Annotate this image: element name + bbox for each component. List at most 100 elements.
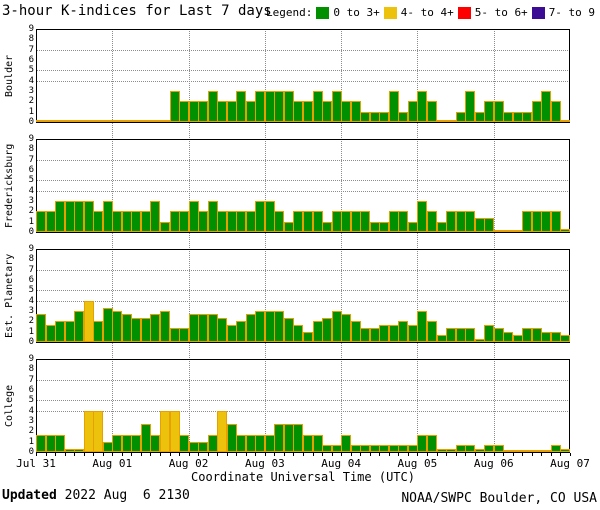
x-tick bbox=[503, 453, 505, 456]
k-index-bar bbox=[493, 101, 504, 122]
k-index-bar bbox=[36, 120, 47, 122]
k-index-bar bbox=[331, 211, 342, 232]
legend-item-label: 5- to 6+ bbox=[474, 6, 528, 19]
k-index-bar bbox=[283, 222, 294, 232]
y-tick-label: 2 bbox=[28, 316, 34, 327]
k-index-bar bbox=[45, 120, 56, 122]
k-index-bar bbox=[493, 445, 504, 452]
k-index-bar bbox=[140, 318, 151, 342]
threshold-gridline bbox=[36, 49, 570, 51]
k-index-bar bbox=[207, 314, 218, 342]
k-index-bar bbox=[255, 201, 266, 232]
k-index-bar bbox=[388, 91, 399, 122]
k-index-bar bbox=[112, 211, 123, 232]
k-index-bar bbox=[560, 335, 571, 342]
k-index-bar bbox=[102, 201, 113, 232]
threshold-gridline bbox=[36, 290, 570, 292]
k-index-bar bbox=[436, 222, 447, 232]
y-tick-label: 1 bbox=[28, 436, 34, 447]
k-index-bar bbox=[503, 230, 514, 232]
k-index-bar bbox=[331, 445, 342, 452]
k-index-bar bbox=[169, 328, 180, 342]
x-tick bbox=[341, 453, 343, 456]
k-index-bar bbox=[245, 101, 256, 122]
x-tick bbox=[55, 453, 57, 456]
k-index-bar bbox=[226, 325, 237, 342]
x-tick bbox=[74, 453, 76, 456]
k-index-bar bbox=[140, 211, 151, 232]
k-index-bar bbox=[388, 211, 399, 232]
k-index-bar bbox=[159, 222, 170, 232]
k-index-bar bbox=[188, 314, 199, 342]
k-index-bar bbox=[226, 101, 237, 122]
k-index-bar bbox=[83, 201, 94, 232]
k-index-bar bbox=[350, 321, 361, 342]
k-index-bar bbox=[503, 332, 514, 342]
k-index-bar bbox=[455, 211, 466, 232]
k-index-bar bbox=[503, 112, 514, 122]
x-tick bbox=[493, 453, 495, 456]
k-index-bar bbox=[112, 311, 123, 342]
k-index-bar bbox=[255, 91, 266, 122]
k-index-bar bbox=[417, 91, 428, 122]
k-index-bar bbox=[93, 211, 104, 232]
k-index-bar bbox=[455, 112, 466, 122]
y-tick-label: 3 bbox=[28, 306, 34, 316]
x-tick bbox=[274, 453, 276, 456]
k-index-bar bbox=[531, 101, 542, 122]
x-tick bbox=[398, 453, 400, 456]
k-index-bar bbox=[121, 211, 132, 232]
k-index-bar bbox=[341, 101, 352, 122]
k-index-bar bbox=[45, 435, 56, 452]
x-tick bbox=[179, 453, 181, 456]
k-index-bar bbox=[159, 120, 170, 122]
legend-item-label: 7- to 9 bbox=[548, 6, 596, 19]
k-index-bar bbox=[550, 445, 561, 452]
k-index-bar bbox=[293, 424, 304, 452]
k-index-bar bbox=[541, 332, 552, 342]
x-tick bbox=[426, 453, 428, 456]
y-tick-label: 6 bbox=[28, 55, 34, 65]
k-index-bar bbox=[102, 120, 113, 122]
x-tick-label: Aug 02 bbox=[168, 457, 209, 470]
panel-frame bbox=[36, 359, 570, 453]
k-index-bar bbox=[417, 311, 428, 342]
k-index-bar bbox=[503, 450, 514, 452]
k-index-bar bbox=[150, 201, 161, 232]
k-index-bar bbox=[331, 91, 342, 122]
x-tick bbox=[102, 453, 104, 456]
k-index-bar bbox=[226, 424, 237, 452]
k-index-bar bbox=[179, 328, 190, 342]
k-index-bar bbox=[369, 328, 380, 342]
k-index-bar bbox=[465, 328, 476, 342]
x-tick bbox=[436, 453, 438, 456]
k-index-bar bbox=[522, 328, 533, 342]
k-index-bar bbox=[45, 325, 56, 342]
k-index-bar bbox=[522, 112, 533, 122]
k-index-bar bbox=[322, 222, 333, 232]
k-index-bar bbox=[322, 318, 333, 342]
k-index-bar bbox=[531, 211, 542, 232]
k-index-bar bbox=[150, 435, 161, 452]
threshold-gridline bbox=[36, 300, 570, 302]
x-tick bbox=[388, 453, 390, 456]
k-index-bar bbox=[550, 332, 561, 342]
k-index-bar bbox=[55, 321, 66, 342]
k-index-bar bbox=[207, 435, 218, 452]
k-index-bar bbox=[512, 230, 523, 232]
x-tick bbox=[83, 453, 85, 456]
x-tick bbox=[360, 453, 362, 456]
k-index-bar bbox=[102, 442, 113, 452]
k-index-bar bbox=[560, 449, 571, 452]
y-tick-label: 2 bbox=[28, 206, 34, 217]
k-index-bar bbox=[121, 314, 132, 342]
x-tick bbox=[350, 453, 352, 456]
k-index-bar bbox=[541, 91, 552, 122]
x-tick bbox=[322, 453, 324, 456]
k-index-bar bbox=[293, 101, 304, 122]
x-tick bbox=[217, 453, 219, 456]
k-index-bar bbox=[474, 339, 485, 342]
x-tick bbox=[121, 453, 123, 456]
k-index-bar bbox=[255, 435, 266, 452]
x-tick bbox=[531, 453, 533, 456]
